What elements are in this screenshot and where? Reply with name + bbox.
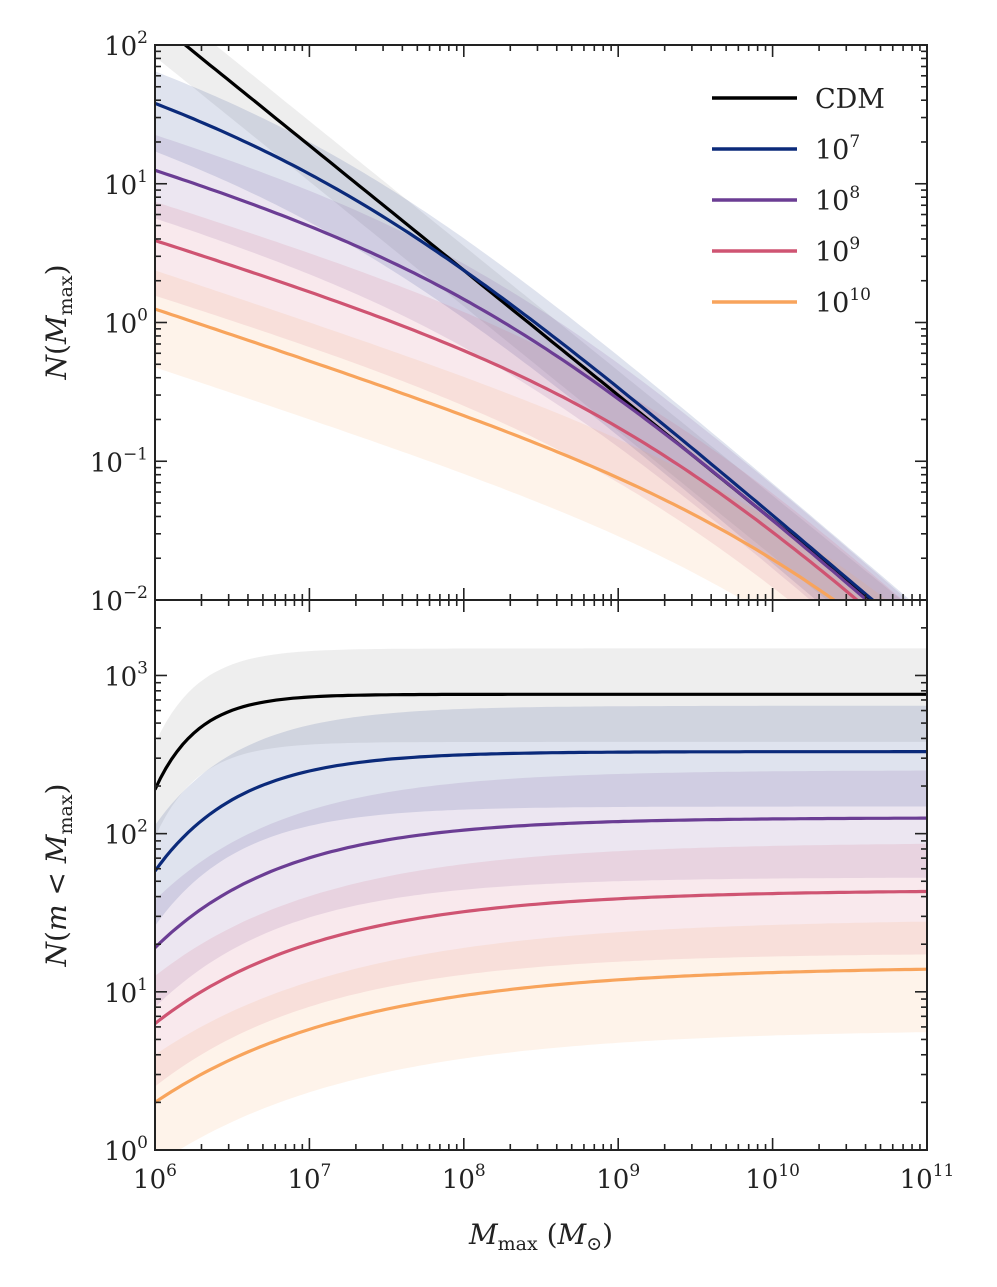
x-tick-label: 1011 xyxy=(900,1161,955,1195)
top-band-10e7 xyxy=(155,71,911,600)
x-axis-title: Mmax (M⊙) xyxy=(468,1218,613,1255)
top-y-tick-label: 101 xyxy=(104,167,148,201)
x-tick-labels: 106 107 108 109 1010 1011 xyxy=(133,1161,954,1195)
legend: CDM 107 108 109 1010 xyxy=(712,84,885,319)
bottom-line-10e8 xyxy=(155,816,927,949)
bottom-y-tick-label: 100 xyxy=(104,1133,148,1167)
bottom-line-10e7 xyxy=(155,750,927,873)
bottom-line-10e9 xyxy=(155,889,927,1025)
bottom-y-tick-label: 101 xyxy=(104,975,148,1009)
bottom-series-lines xyxy=(155,692,927,1104)
x-tick-label: 107 xyxy=(287,1161,331,1195)
bottom-line-10e10 xyxy=(155,967,927,1104)
top-series-lines xyxy=(155,45,876,600)
bottom-band-10e8 xyxy=(155,770,927,1008)
top-line-10e10 xyxy=(155,307,837,600)
top-y-tick-label: 100 xyxy=(104,306,148,340)
bottom-panel-frame xyxy=(154,599,928,1151)
bottom-y-axis-title: N(m < Mmax) xyxy=(40,784,77,968)
top-line-10e9 xyxy=(155,238,860,600)
bottom-confidence-bands xyxy=(155,648,927,1150)
top-confidence-bands xyxy=(155,45,911,600)
legend-label: 109 xyxy=(815,234,860,268)
bottom-band-10e9 xyxy=(155,843,927,1087)
top-y-tick-label: 102 xyxy=(104,28,148,62)
bottom-line-cdm xyxy=(155,692,927,791)
top-band-10e10 xyxy=(155,270,887,600)
top-line-10e8 xyxy=(155,168,870,600)
top-line-10e7 xyxy=(155,101,876,600)
top-y-axis-title: N(Mmax) xyxy=(40,264,77,380)
x-tick-label: 1010 xyxy=(745,1161,800,1195)
bottom-y-tick-labels: 103 102 101 100 xyxy=(104,658,148,1167)
x-tick-label: 109 xyxy=(596,1161,640,1195)
bottom-band-10e10 xyxy=(155,921,927,1150)
top-band-10e9 xyxy=(155,201,903,600)
legend-label: CDM xyxy=(815,84,885,115)
top-y-tick-labels: 102 101 100 10−1 10−2 xyxy=(90,28,148,617)
bottom-y-tick-label: 102 xyxy=(104,817,148,851)
legend-label: 1010 xyxy=(815,285,871,319)
top-band-10e8 xyxy=(155,134,908,600)
bottom-y-tick-label: 103 xyxy=(104,658,148,692)
top-y-tick-label: 10−1 xyxy=(90,444,148,478)
x-tick-label: 108 xyxy=(442,1161,486,1195)
legend-label: 108 xyxy=(815,183,860,217)
top-y-tick-label: 10−2 xyxy=(90,583,148,617)
bottom-band-10e7 xyxy=(155,705,927,926)
x-tick-label: 106 xyxy=(133,1161,177,1195)
legend-label: 107 xyxy=(815,132,860,166)
